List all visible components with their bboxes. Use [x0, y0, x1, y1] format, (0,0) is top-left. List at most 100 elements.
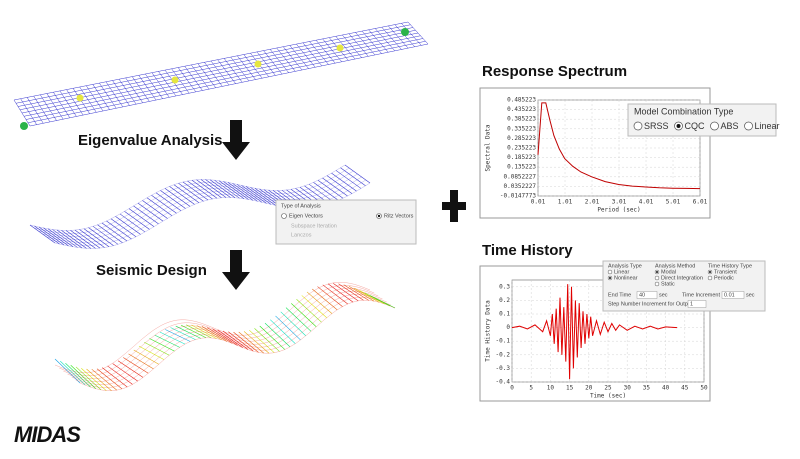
radio[interactable]	[654, 275, 660, 281]
x-tick-label: 5.01	[666, 199, 681, 206]
mesh-line	[102, 367, 128, 388]
radio[interactable]	[281, 213, 287, 219]
input-value: 1	[690, 301, 693, 307]
x-tick-label: 25	[604, 385, 612, 392]
input-value: 0.01	[724, 292, 735, 298]
x-tick-label: 0	[510, 385, 514, 392]
mesh-line	[21, 32, 419, 114]
radio[interactable]	[654, 281, 660, 287]
options: SRSS CQC ABS Linear	[633, 121, 780, 131]
mesh-line	[270, 319, 296, 344]
radio[interactable]	[710, 121, 719, 131]
radio-dot	[676, 124, 681, 128]
x-tick-label: 6.01	[693, 199, 708, 206]
option: Subspace Iteration	[291, 223, 337, 229]
bridge-model	[13, 21, 429, 130]
input-box[interactable]	[636, 291, 658, 299]
input-box[interactable]	[687, 300, 707, 308]
mesh-line	[29, 164, 346, 231]
x-tick-label: 35	[643, 385, 651, 392]
x-tick-label: 1.01	[558, 199, 573, 206]
mesh-line	[144, 341, 170, 356]
y-tick-label: 0.135223	[507, 164, 536, 171]
mesh-line	[249, 329, 275, 353]
seismic-result	[54, 282, 396, 391]
unit: sec	[659, 292, 668, 298]
mesh-line	[86, 368, 112, 391]
y-tick-label: -0.0147773	[500, 193, 537, 200]
mesh-line	[67, 291, 383, 382]
option: Lanczos	[291, 232, 312, 238]
y-tick-label: 0.0852227	[503, 173, 536, 180]
option: SRSS	[644, 121, 669, 131]
mesh-line	[123, 357, 149, 374]
step-label: Seismic Design	[96, 262, 207, 279]
mesh-line	[59, 285, 375, 376]
mesh-line	[75, 297, 391, 388]
radio[interactable]	[633, 121, 643, 131]
y-tick-label: 0.285223	[507, 135, 536, 142]
radio-dot	[377, 214, 381, 218]
mesh-line	[259, 325, 285, 350]
data-line	[537, 102, 701, 190]
y-tick-label: -0.1	[496, 338, 511, 345]
mesh-line	[17, 27, 414, 107]
option: Nonlinear	[614, 275, 638, 281]
radio[interactable]	[744, 121, 753, 131]
radio[interactable]	[607, 269, 613, 275]
x-tick-label: 0.01	[531, 199, 546, 206]
mesh-line	[81, 367, 107, 391]
mesh-line	[343, 284, 369, 301]
input-value: 40	[639, 292, 645, 298]
mesh-line	[291, 303, 317, 327]
y-tick-label: 0.235223	[507, 144, 536, 151]
mesh-line	[29, 43, 429, 127]
mesh-line	[312, 288, 338, 311]
mesh-line	[27, 41, 426, 123]
step-label: Eigenvalue Analysis	[78, 132, 223, 149]
mesh-line	[296, 299, 322, 323]
mesh-line	[42, 173, 358, 240]
mesh-line	[71, 294, 387, 385]
panel-title: Model Combination Type	[634, 106, 733, 116]
mesh-line	[79, 300, 396, 391]
option: Ritz Vectors	[384, 213, 414, 219]
mesh-line	[338, 283, 364, 301]
mesh-line	[364, 292, 390, 307]
option: Linear	[755, 121, 780, 131]
y-tick-label: 0.485223	[507, 97, 536, 104]
mesh-line	[65, 363, 91, 388]
mesh-line	[133, 349, 159, 365]
mesh-line	[54, 358, 81, 384]
input-box[interactable]	[721, 291, 745, 299]
panel-box	[275, 199, 417, 245]
radio[interactable]	[707, 275, 713, 281]
mesh-line	[228, 331, 254, 352]
mesh-line	[264, 322, 291, 348]
mesh-line	[149, 338, 175, 352]
mesh-line	[212, 328, 238, 346]
mesh-line	[117, 360, 144, 378]
support	[20, 122, 28, 130]
mesh-line	[38, 170, 354, 237]
mesh-line	[238, 331, 264, 354]
section-title: Response Spectrum	[482, 63, 627, 80]
option: Linear	[614, 269, 629, 275]
mesh-line	[175, 325, 201, 339]
x-tick-label: 10	[547, 385, 555, 392]
radio-dot	[609, 277, 611, 279]
mesh-line	[317, 286, 343, 307]
support	[401, 28, 409, 36]
mesh-line	[63, 288, 379, 379]
mesh-line	[233, 331, 259, 353]
combination-panel: Model Combination Type SRSS CQC ABS Linear	[627, 103, 780, 137]
mesh-line	[254, 328, 280, 352]
mesh-line	[154, 334, 180, 348]
plus-sign	[442, 190, 466, 222]
option: Periodic	[714, 275, 734, 281]
mesh-line	[54, 282, 371, 373]
option: Direct Integration	[661, 275, 703, 281]
y-tick-label: -0.3	[496, 365, 511, 372]
